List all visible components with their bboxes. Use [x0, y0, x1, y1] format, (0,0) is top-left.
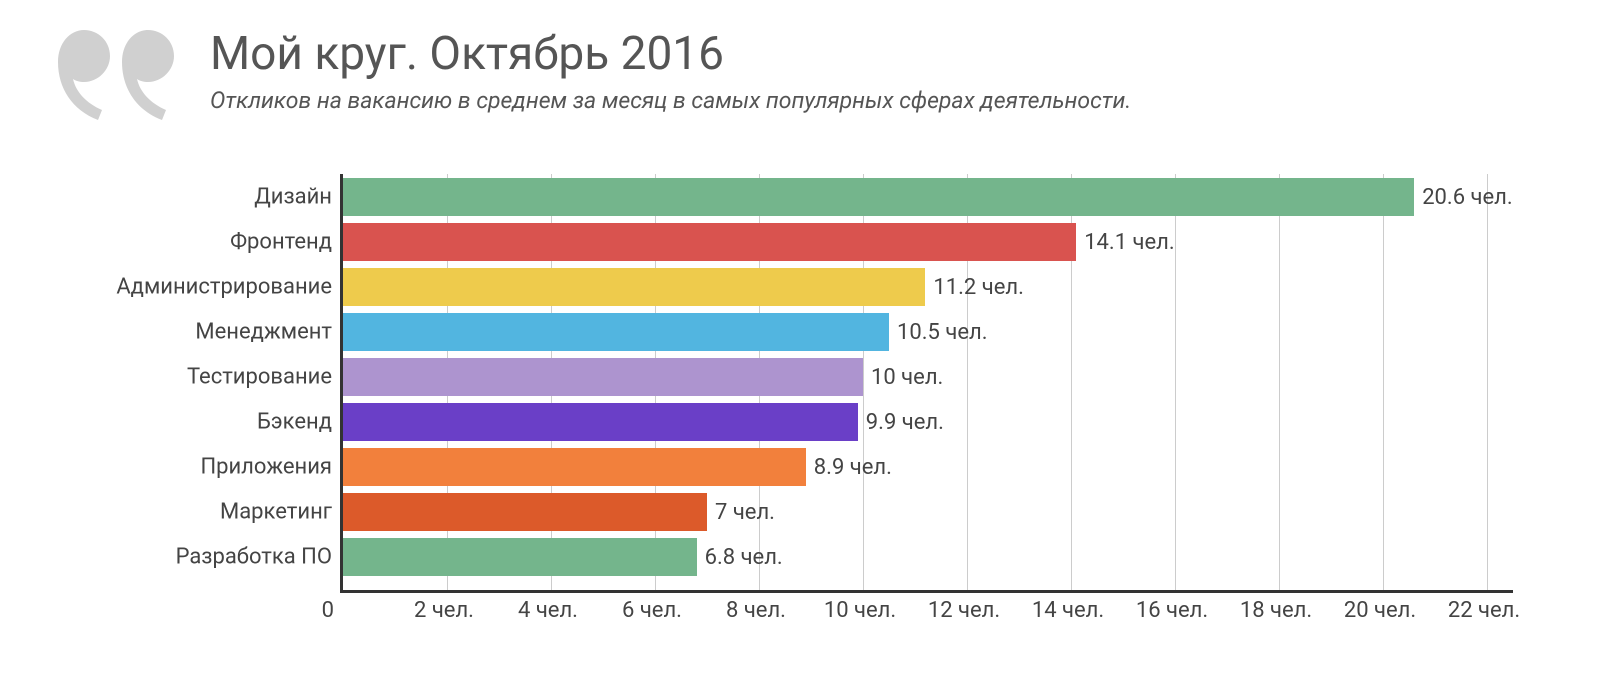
bar-chart: Дизайн Фронтенд Администрирование Менеджмен…: [110, 160, 1550, 660]
bar-value-label: 6.8 чел.: [705, 545, 783, 570]
bar-value-label: 11.2 чел.: [933, 275, 1024, 300]
chart-header: Мой круг. Октябрь 2016 Откликов на вакан…: [210, 28, 1131, 114]
bar-value-label: 7 чел.: [715, 500, 775, 525]
x-tick-label: 6 чел.: [622, 598, 682, 623]
gridline: [1487, 174, 1488, 590]
bar: [343, 493, 707, 531]
x-tick-label: 22 чел.: [1448, 598, 1520, 623]
y-tick-label: Разработка ПО: [176, 545, 332, 570]
chart-title: Мой круг. Октябрь 2016: [210, 28, 1131, 81]
bar-row: 6.8 чел.: [343, 538, 783, 576]
y-tick-label: Бэкенд: [257, 410, 332, 435]
y-tick-label: Менеджмент: [195, 320, 332, 345]
x-tick-label: 14 чел.: [1032, 598, 1104, 623]
x-tick-label: 10 чел.: [824, 598, 896, 623]
bar-row: 9.9 чел.: [343, 403, 944, 441]
y-tick-label: Дизайн: [254, 185, 332, 210]
chart-subtitle: Откликов на вакансию в среднем за месяц …: [210, 87, 1131, 114]
y-tick-label: Тестирование: [187, 365, 332, 390]
y-tick-label: Маркетинг: [220, 500, 332, 525]
x-tick-label: 18 чел.: [1240, 598, 1312, 623]
bar-value-label: 10 чел.: [871, 365, 943, 390]
bar: [343, 358, 863, 396]
x-tick-label: 16 чел.: [1136, 598, 1208, 623]
y-tick-label: Администрирование: [116, 275, 332, 300]
bar-row: 11.2 чел.: [343, 268, 1024, 306]
x-tick-label: 8 чел.: [726, 598, 786, 623]
bar: [343, 268, 925, 306]
x-tick-label: 20 чел.: [1344, 598, 1416, 623]
bar-row: 8.9 чел.: [343, 448, 892, 486]
bar: [343, 178, 1414, 216]
bar: [343, 313, 889, 351]
x-tick-label: 2 чел.: [414, 598, 474, 623]
bar-value-label: 8.9 чел.: [814, 455, 892, 480]
gridline: [1175, 174, 1176, 590]
bar-row: 7 чел.: [343, 493, 775, 531]
bar-row: 10 чел.: [343, 358, 943, 396]
gridline: [1383, 174, 1384, 590]
bar-value-label: 14.1 чел.: [1084, 230, 1175, 255]
bar-value-label: 20.6 чел.: [1422, 185, 1513, 210]
bar: [343, 223, 1076, 261]
bar-value-label: 10.5 чел.: [897, 320, 988, 345]
x-tick-zero: 0: [322, 598, 334, 623]
y-tick-label: Фронтенд: [230, 230, 332, 255]
bar-row: 14.1 чел.: [343, 223, 1175, 261]
bar: [343, 448, 806, 486]
plot-area: 20.6 чел. 14.1 чел. 11.2 чел. 10.5 чел. 10 ч…: [340, 174, 1513, 593]
bar-row: 20.6 чел.: [343, 178, 1513, 216]
gridline: [1279, 174, 1280, 590]
bar-row: 10.5 чел.: [343, 313, 988, 351]
bar: [343, 538, 697, 576]
quote-icon: [58, 30, 178, 120]
y-tick-label: Приложения: [200, 455, 332, 480]
bar: [343, 403, 858, 441]
chart-root: Мой круг. Октябрь 2016 Откликов на вакан…: [0, 0, 1600, 688]
x-tick-label: 4 чел.: [518, 598, 578, 623]
bar-value-label: 9.9 чел.: [866, 410, 944, 435]
x-tick-label: 12 чел.: [928, 598, 1000, 623]
